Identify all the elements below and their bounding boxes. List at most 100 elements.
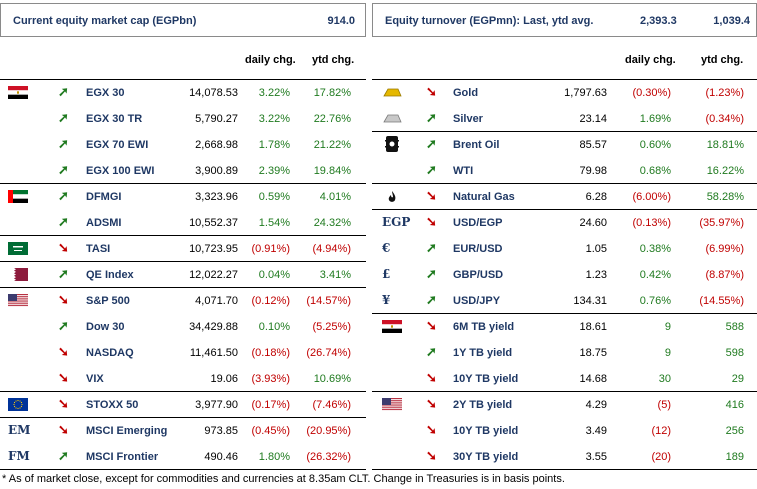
row-separator xyxy=(372,313,757,314)
daily-change: 3.22% xyxy=(258,113,290,125)
daily-change: (0.30%) xyxy=(632,87,671,99)
arrow-up-icon: ➚ xyxy=(426,136,437,151)
ytd-change: 58.28% xyxy=(706,191,744,203)
instrument-value: 4.29 xyxy=(585,399,607,411)
instrument-value: 3,977.90 xyxy=(195,399,238,411)
yen-icon: ¥ xyxy=(382,293,391,307)
left-daily-chg-header: daily chg. xyxy=(245,54,296,66)
instrument-name: 30Y TB yield xyxy=(453,451,519,463)
daily-change: 30 xyxy=(658,373,671,385)
ytd-change: 24.32% xyxy=(313,217,351,229)
row-separator xyxy=(0,469,366,470)
arrow-down-icon: ➘ xyxy=(426,396,437,411)
instrument-name: EGX 100 EWI xyxy=(86,165,155,177)
instrument-name: QE Index xyxy=(86,269,134,281)
em-text-icon: EM xyxy=(8,423,31,437)
instrument-name: VIX xyxy=(86,373,104,385)
instrument-value: 1,797.63 xyxy=(564,87,607,99)
instrument-value: 10,723.95 xyxy=(189,243,238,255)
instrument-name: EUR/USD xyxy=(453,243,503,255)
instrument-value: 19.06 xyxy=(210,373,238,385)
daily-change: 0.60% xyxy=(639,139,671,151)
ytd-change: 18.81% xyxy=(706,139,744,151)
equity-turnover-title: Equity turnover (EGPmn): Last, ytd avg. xyxy=(385,15,594,27)
row-separator xyxy=(0,235,366,236)
instrument-name: Silver xyxy=(453,113,483,125)
ytd-change: 3.41% xyxy=(319,269,351,281)
instrument-name: TASI xyxy=(86,243,111,255)
daily-change: (0.18%) xyxy=(251,347,290,359)
instrument-value: 490.46 xyxy=(204,451,238,463)
arrow-up-icon: ➚ xyxy=(58,110,69,125)
row-separator xyxy=(0,391,366,392)
ytd-change: 29 xyxy=(731,373,744,385)
row-separator xyxy=(372,183,757,184)
instrument-value: 3.49 xyxy=(585,425,607,437)
instrument-value: 10,552.37 xyxy=(189,217,238,229)
daily-change: 0.04% xyxy=(258,269,290,281)
instrument-value: 134.31 xyxy=(573,295,607,307)
ytd-change: (20.95%) xyxy=(306,425,351,437)
ytd-change: 4.01% xyxy=(319,191,351,203)
instrument-name: Dow 30 xyxy=(86,321,125,333)
instrument-value: 3.55 xyxy=(585,451,607,463)
instrument-value: 79.98 xyxy=(579,165,607,177)
egp-text-icon: EGP xyxy=(382,215,411,229)
arrow-up-icon: ➚ xyxy=(426,240,437,255)
instrument-name: MSCI Frontier xyxy=(86,451,159,463)
daily-change: 1.80% xyxy=(258,451,290,463)
ytd-change: (7.46%) xyxy=(312,399,351,411)
arrow-down-icon: ➘ xyxy=(426,448,437,463)
daily-change: 1.78% xyxy=(258,139,290,151)
instrument-name: 10Y TB yield xyxy=(453,373,519,385)
daily-change: (0.12%) xyxy=(251,295,290,307)
arrow-up-icon: ➚ xyxy=(426,292,437,307)
arrow-down-icon: ➘ xyxy=(58,240,69,255)
eu-flag-icon xyxy=(8,398,28,411)
saudi-flag-icon xyxy=(8,242,28,255)
equity-market-cap-value: 914.0 xyxy=(327,15,355,27)
daily-change: 3.22% xyxy=(258,87,290,99)
arrow-down-icon: ➘ xyxy=(58,396,69,411)
arrow-up-icon: ➚ xyxy=(426,110,437,125)
instrument-name: Gold xyxy=(453,87,479,99)
arrow-down-icon: ➘ xyxy=(58,292,69,307)
egypt-flag-icon xyxy=(382,320,402,333)
arrow-down-icon: ➘ xyxy=(426,318,437,333)
ytd-change: (6.99%) xyxy=(705,243,744,255)
instrument-value: 5,790.27 xyxy=(195,113,238,125)
row-separator xyxy=(372,391,757,392)
uae-flag-icon xyxy=(8,190,28,203)
pound-icon: £ xyxy=(382,267,391,281)
instrument-name: 6M TB yield xyxy=(453,321,515,333)
row-separator xyxy=(0,261,366,262)
instrument-name: EGX 30 TR xyxy=(86,113,143,125)
instrument-name: STOXX 50 xyxy=(86,399,139,411)
instrument-value: 85.57 xyxy=(579,139,607,151)
ytd-change: 22.76% xyxy=(313,113,351,125)
arrow-down-icon: ➘ xyxy=(426,188,437,203)
daily-change: 1.54% xyxy=(258,217,290,229)
arrow-down-icon: ➘ xyxy=(426,370,437,385)
arrow-up-icon: ➚ xyxy=(426,266,437,281)
instrument-name: USD/EGP xyxy=(453,217,503,229)
row-separator xyxy=(372,209,757,210)
instrument-name: 10Y TB yield xyxy=(453,425,519,437)
instrument-name: MSCI Emerging xyxy=(86,425,168,437)
instrument-name: Brent Oil xyxy=(453,139,500,151)
daily-change: 2.39% xyxy=(258,165,290,177)
row-separator xyxy=(0,417,366,418)
daily-change: 0.42% xyxy=(639,269,671,281)
right-daily-chg-header: daily chg. xyxy=(625,54,676,66)
arrow-up-icon: ➚ xyxy=(58,448,69,463)
footnote: * As of market close, except for commodi… xyxy=(2,473,565,485)
instrument-value: 1.05 xyxy=(585,243,607,255)
us-flag-icon xyxy=(8,294,28,307)
arrow-up-icon: ➚ xyxy=(58,214,69,229)
daily-change: (0.45%) xyxy=(251,425,290,437)
instrument-value: 14.68 xyxy=(579,373,607,385)
daily-change: 9 xyxy=(664,321,671,333)
ytd-change: (14.57%) xyxy=(306,295,351,307)
arrow-down-icon: ➘ xyxy=(426,214,437,229)
ytd-change: 19.84% xyxy=(313,165,351,177)
